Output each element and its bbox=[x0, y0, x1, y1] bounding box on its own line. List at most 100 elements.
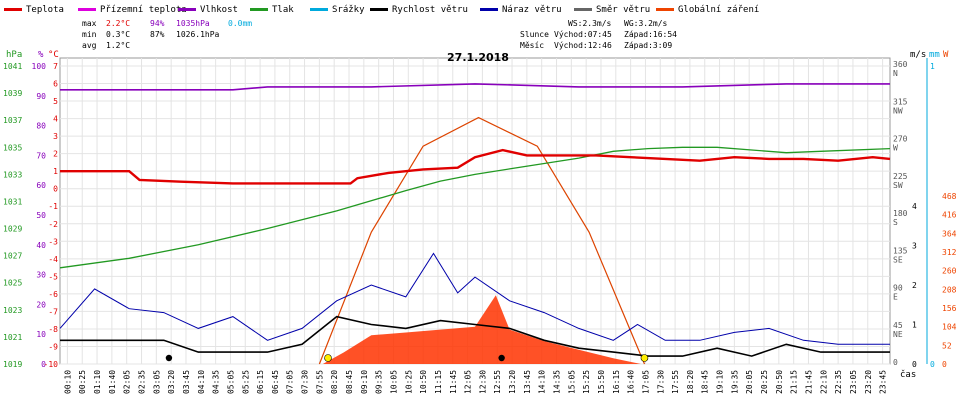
x-tick-label: 14:10 bbox=[538, 370, 547, 394]
y-tick-degc: -3 bbox=[48, 237, 58, 246]
x-tick-label: 03:45 bbox=[182, 370, 191, 394]
y-tick-degc: -6 bbox=[48, 290, 58, 299]
x-tick-label: 07:30 bbox=[301, 370, 310, 394]
x-tick-label: 22:35 bbox=[834, 370, 843, 394]
y-tick-hpa: 1033 bbox=[3, 170, 22, 179]
series-temperature bbox=[60, 148, 891, 185]
y-tick-degc: 7 bbox=[53, 62, 58, 71]
y-tick-dir-deg: 225 bbox=[893, 172, 908, 181]
x-tick-label: 16:40 bbox=[627, 370, 636, 394]
y-tick-degc: -1 bbox=[48, 202, 58, 211]
series-wind-gust bbox=[59, 252, 890, 345]
stat-min-press: 1026.1hPa bbox=[176, 30, 220, 39]
info-moon-rise: Východ:12:46 bbox=[554, 41, 612, 50]
y-tick-w: 156 bbox=[942, 304, 957, 313]
svg-text:Tlak: Tlak bbox=[272, 5, 294, 15]
stat-max-press: 1035hPa bbox=[176, 19, 210, 28]
y-tick-degc: -8 bbox=[48, 325, 58, 334]
y-tick-degc: 5 bbox=[53, 97, 58, 106]
stat-avg-label: avg bbox=[82, 41, 97, 50]
y-tick-hpa: 1019 bbox=[3, 360, 22, 369]
x-tick-label: 00:10 bbox=[63, 370, 72, 394]
x-tick-label: 21:45 bbox=[804, 370, 813, 394]
y-tick-degc: -9 bbox=[48, 342, 58, 351]
stat-max-rain: 0.0mm bbox=[228, 19, 252, 28]
x-tick-label: 12:55 bbox=[493, 370, 502, 394]
x-tick-label: 23:45 bbox=[879, 370, 888, 394]
legend-item-srazky: Srážky bbox=[310, 5, 365, 15]
x-tick-label: 04:35 bbox=[212, 370, 221, 394]
x-tick-label: 05:25 bbox=[241, 370, 250, 394]
x-tick-label: 12:05 bbox=[464, 370, 473, 394]
y-tick-dir-label: W bbox=[893, 144, 898, 153]
y-tick-w: 416 bbox=[942, 211, 957, 220]
y-tick-hpa: 1037 bbox=[3, 116, 22, 125]
y-tick-hpa: 1035 bbox=[3, 143, 22, 152]
x-tick-label: 13:45 bbox=[523, 370, 532, 394]
x-tick-label: 04:10 bbox=[197, 370, 206, 394]
x-tick-label: 23:05 bbox=[849, 370, 858, 394]
x-tick-label: 09:35 bbox=[375, 370, 384, 394]
y-tick-ms: 2 bbox=[912, 281, 917, 290]
y-tick-dir-deg: 45 bbox=[893, 321, 903, 330]
y-tick-pct: 80 bbox=[36, 122, 46, 131]
legend-item-naraz-vetru: Náraz větru bbox=[480, 5, 562, 15]
x-tick-label: 02:35 bbox=[138, 370, 147, 394]
y-tick-degc: 0 bbox=[53, 185, 58, 194]
y-tick-dir-label: SE bbox=[893, 255, 903, 264]
y-tick-pct: 50 bbox=[36, 211, 46, 220]
legend-item-vlhkost: Vlhkost bbox=[178, 5, 238, 15]
x-tick-label: 20:50 bbox=[775, 370, 784, 394]
info-sun-set: Západ:16:54 bbox=[624, 30, 677, 39]
y-tick-dir-deg: 360 bbox=[893, 60, 908, 69]
y-tick-pct: 20 bbox=[36, 300, 46, 309]
y-tick-pct: 0 bbox=[41, 360, 46, 369]
stat-min-label: min bbox=[82, 30, 97, 39]
series-pressure bbox=[59, 146, 891, 269]
y-tick-dir-deg: 135 bbox=[893, 246, 908, 255]
x-tick-label: 07:05 bbox=[286, 370, 295, 394]
svg-text:Směr větru: Směr větru bbox=[596, 5, 650, 15]
y-tick-pct: 70 bbox=[36, 151, 46, 160]
x-tick-label: 19:10 bbox=[716, 370, 725, 394]
x-tick-label: 18:45 bbox=[701, 370, 710, 394]
y-tick-dir-label: E bbox=[893, 293, 898, 302]
sunrise-marker bbox=[324, 354, 332, 362]
axis-unit-degc: °C bbox=[48, 50, 59, 60]
y-tick-pct: 30 bbox=[36, 271, 46, 280]
axis-unit-pct: % bbox=[38, 50, 44, 60]
y-tick-degc: 2 bbox=[53, 150, 58, 159]
info-ws: WS:2.3m/s bbox=[568, 19, 612, 28]
y-tick-dir-label: NE bbox=[893, 330, 903, 339]
info-sun-rise: Východ:07:45 bbox=[554, 30, 612, 39]
x-tick-label: 06:45 bbox=[271, 370, 280, 394]
y-tick-hpa: 1031 bbox=[3, 197, 22, 206]
info-moon-set: Západ:3:09 bbox=[624, 41, 672, 50]
y-tick-w: 52 bbox=[942, 341, 952, 350]
y-tick-dir-deg: 270 bbox=[893, 135, 908, 144]
x-tick-label: 05:05 bbox=[226, 370, 235, 394]
stat-max-hum: 94% bbox=[150, 19, 165, 28]
grid bbox=[60, 58, 890, 365]
axis-unit-hpa: hPa bbox=[6, 50, 22, 60]
y-tick-pct: 100 bbox=[32, 62, 47, 71]
y-tick-hpa: 1041 bbox=[3, 62, 22, 71]
axes-left: 1019102110231025102710291031103310351037… bbox=[3, 62, 58, 369]
svg-text:Rychlost větru: Rychlost větru bbox=[392, 5, 468, 15]
y-tick-degc: -2 bbox=[48, 220, 58, 229]
legend-item-globalni-zareni: Globální záření bbox=[656, 5, 759, 15]
legend-item-rychlost-vetru: Rychlost větru bbox=[370, 5, 468, 15]
y-tick-w: 104 bbox=[942, 323, 957, 332]
x-tick-label: 14:35 bbox=[553, 370, 562, 394]
x-tick-label: 11:15 bbox=[434, 370, 443, 394]
info-wg: WG:3.2m/s bbox=[624, 19, 668, 28]
stat-min-hum: 87% bbox=[150, 30, 165, 39]
series-layer bbox=[59, 83, 891, 365]
series-solar-theoretical bbox=[318, 116, 646, 365]
plot-area bbox=[59, 57, 891, 365]
axis-unit-ms: m/s bbox=[910, 50, 926, 60]
x-tick-label: 16:15 bbox=[612, 370, 621, 394]
x-tick-label: 19:35 bbox=[730, 370, 739, 394]
